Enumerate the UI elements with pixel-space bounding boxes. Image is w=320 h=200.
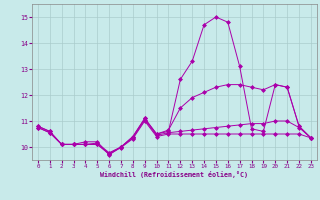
X-axis label: Windchill (Refroidissement éolien,°C): Windchill (Refroidissement éolien,°C) xyxy=(100,171,248,178)
